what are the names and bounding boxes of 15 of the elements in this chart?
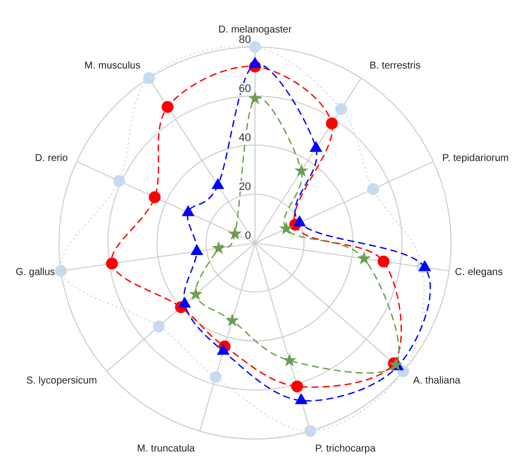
- y-tick-label: 80: [238, 34, 251, 46]
- spoke-label: P. tepidariorum: [442, 153, 509, 164]
- y-tick-label: 0: [244, 230, 251, 242]
- spoke-label: C. elegans: [454, 267, 503, 278]
- spoke-label: M. musculus: [84, 60, 141, 72]
- spoke-label: D. melanogaster: [218, 24, 292, 36]
- spoke-label: B. terrestris: [369, 60, 421, 72]
- y-tick-label: 20: [238, 181, 251, 193]
- y-tick-label: 60: [238, 83, 251, 95]
- spoke-label: P. trichocarpa: [315, 443, 376, 454]
- spoke-label: M. truncatula: [137, 443, 196, 454]
- spoke-label: G. gallus: [16, 267, 56, 278]
- spoke-label: S. lycopersicum: [26, 375, 97, 386]
- spoke-label: A. thaliana: [413, 375, 461, 386]
- spoke-label: D. rerio: [34, 153, 68, 164]
